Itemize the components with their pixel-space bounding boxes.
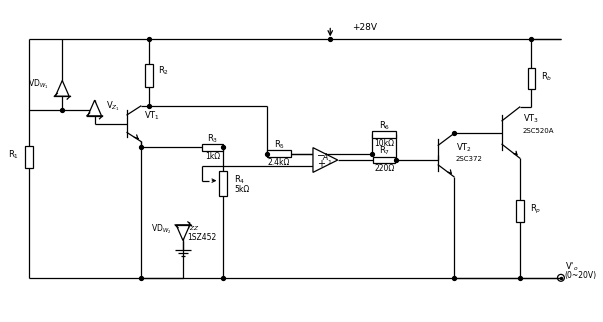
- Text: VT$_1$: VT$_1$: [144, 109, 160, 122]
- Bar: [25, 146, 33, 168]
- Bar: [373, 131, 396, 138]
- Polygon shape: [313, 148, 338, 172]
- Text: R$_1$: R$_1$: [8, 149, 19, 161]
- Text: VT$_2$: VT$_2$: [456, 141, 472, 154]
- Text: +28V: +28V: [352, 23, 377, 32]
- Text: R$_2$: R$_2$: [159, 64, 169, 77]
- Text: 1: 1: [327, 160, 331, 166]
- Text: R$_4$: R$_4$: [234, 174, 245, 186]
- Text: VD$_{W_1}$: VD$_{W_1}$: [28, 78, 48, 91]
- Polygon shape: [88, 100, 101, 116]
- Text: 1SZ452: 1SZ452: [187, 233, 216, 242]
- Text: 220Ω: 220Ω: [374, 164, 394, 173]
- Bar: [528, 68, 535, 89]
- Text: 5kΩ: 5kΩ: [234, 185, 249, 194]
- Text: V$_{Z_1}$: V$_{Z_1}$: [106, 99, 121, 113]
- Text: 2SC520A: 2SC520A: [523, 128, 554, 134]
- Bar: [267, 150, 291, 157]
- Text: 1kΩ: 1kΩ: [205, 152, 220, 161]
- Text: 2.4kΩ: 2.4kΩ: [267, 158, 289, 167]
- Text: R$_7$: R$_7$: [379, 145, 390, 157]
- Polygon shape: [55, 80, 69, 96]
- Text: R$_3$: R$_3$: [207, 132, 218, 145]
- Text: 10kΩ: 10kΩ: [374, 139, 394, 148]
- Polygon shape: [176, 225, 190, 241]
- Text: R$_5$: R$_5$: [274, 139, 285, 151]
- Bar: [219, 171, 227, 196]
- Text: R$_6$: R$_6$: [379, 119, 390, 132]
- Bar: [145, 64, 153, 87]
- Text: R$_p$: R$_p$: [529, 203, 541, 216]
- Text: R$_b$: R$_b$: [541, 70, 553, 83]
- Text: (0~20V): (0~20V): [565, 271, 597, 280]
- Text: −: −: [317, 151, 325, 161]
- Bar: [201, 144, 223, 151]
- Bar: [516, 200, 523, 222]
- Text: +: +: [317, 159, 325, 169]
- Text: VT$_3$: VT$_3$: [523, 113, 539, 125]
- Text: I$_{ZZ}$: I$_{ZZ}$: [187, 221, 200, 233]
- Bar: [373, 156, 395, 164]
- Text: 2SC372: 2SC372: [456, 156, 483, 162]
- Text: A: A: [323, 153, 328, 162]
- Text: VD$_{W_2}$: VD$_{W_2}$: [151, 223, 171, 236]
- Text: V$'_o$: V$'_o$: [565, 261, 578, 273]
